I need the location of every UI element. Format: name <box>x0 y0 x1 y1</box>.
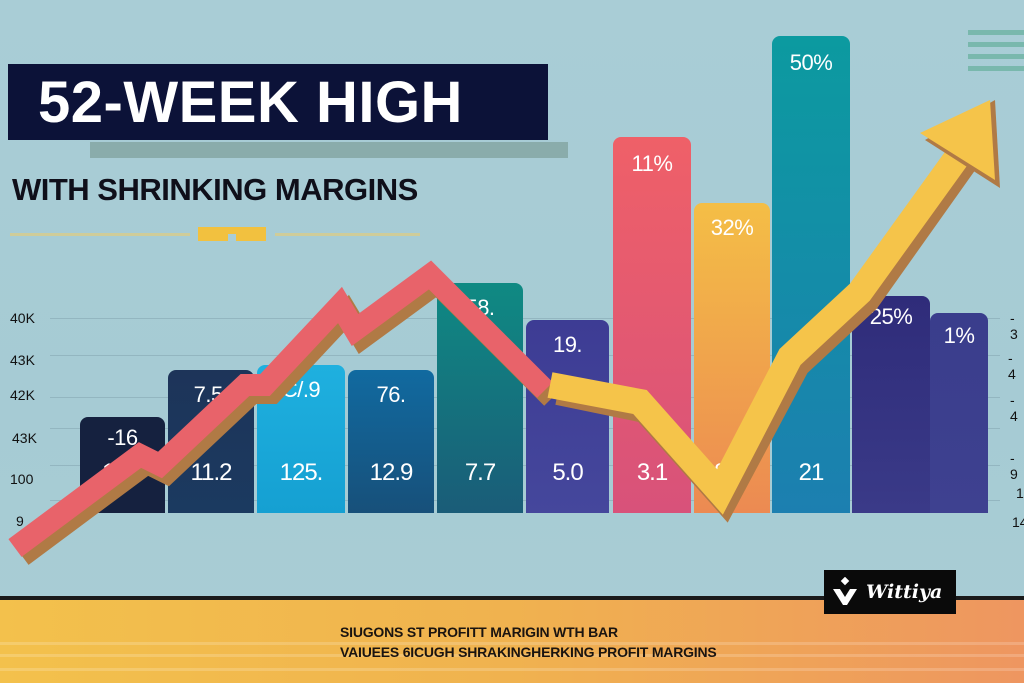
page-title: 52-WEEK HIGH <box>8 64 548 140</box>
left-axis-tick: 42K <box>10 387 35 403</box>
bar-bottom-label: 125. <box>279 459 324 486</box>
bar-bottom-label: 5.0 <box>552 459 583 486</box>
divider-right <box>275 233 420 236</box>
brand-logo: Wittiya <box>824 570 956 614</box>
bar-9: 50% 21 <box>772 36 850 513</box>
right-axis-tick: - 9 <box>1010 450 1018 482</box>
w-diamond-logo-icon <box>833 577 857 605</box>
bar-top-label: 11% <box>631 151 673 176</box>
yellow-arrow-line <box>547 148 969 515</box>
decorative-lines <box>968 30 1024 78</box>
title-shadow <box>90 142 568 158</box>
red-price-line <box>8 260 553 557</box>
right-axis-tick: - 3 <box>1010 310 1018 342</box>
bar-top-label: 32% <box>710 215 754 240</box>
gridline <box>50 318 1000 319</box>
left-axis-tick: 43K <box>10 352 35 368</box>
right-axis-tick: - 4 <box>1010 392 1018 424</box>
divider-accent <box>198 227 266 241</box>
bar-bottom-label: 12.9 <box>369 459 414 486</box>
bar-bottom-label: 21 <box>798 459 825 486</box>
bar-11: 1% <box>930 313 988 513</box>
caption-line-2: VAIUEES 6ICUGH SHRAKINGHERKING PROFIT MA… <box>340 644 717 660</box>
bar-top-label: 19. <box>552 332 583 357</box>
caption: SIUGONS ST PROFITT MARIGIN WTH BAR VAIUE… <box>340 622 717 662</box>
page-subtitle: WITH SHRINKING MARGINS <box>12 172 418 207</box>
left-axis-tick: 43K <box>12 430 37 446</box>
gridline <box>50 500 1000 501</box>
caption-line-1: SIUGONS ST PROFITT MARIGIN WTH BAR <box>340 624 618 640</box>
bar-bottom-label: 7.7 <box>464 459 496 486</box>
divider-left <box>10 233 190 236</box>
right-axis-tick: 14 <box>1012 514 1024 530</box>
bar-4: 76. 12.9 <box>348 370 434 513</box>
bar-bottom-label: 11.2 <box>190 459 233 486</box>
bar-top-label: 50% <box>789 50 833 75</box>
right-axis-tick: - 4 <box>1008 350 1016 382</box>
gridline <box>50 428 1000 429</box>
bar-top-label: 76. <box>376 382 406 407</box>
left-axis-tick: 9 <box>16 513 24 529</box>
left-axis-tick: 100 <box>10 471 34 487</box>
gridline <box>50 465 1000 466</box>
bar-top-label: 1% <box>943 323 975 348</box>
left-axis-tick: 40K <box>10 310 35 326</box>
bar-6: 19. 5.0 <box>526 320 609 513</box>
bar-10: 25% <box>852 296 930 513</box>
bar-bottom-label: 3.1 <box>636 459 668 486</box>
logo-text: Wittiya <box>866 581 943 603</box>
right-axis-tick: 1 <box>1016 485 1024 501</box>
bar-top-label: -16 <box>107 425 138 450</box>
chart-baseline <box>0 596 1024 600</box>
arrow-head-icon <box>920 100 995 180</box>
gridline <box>50 397 1000 398</box>
